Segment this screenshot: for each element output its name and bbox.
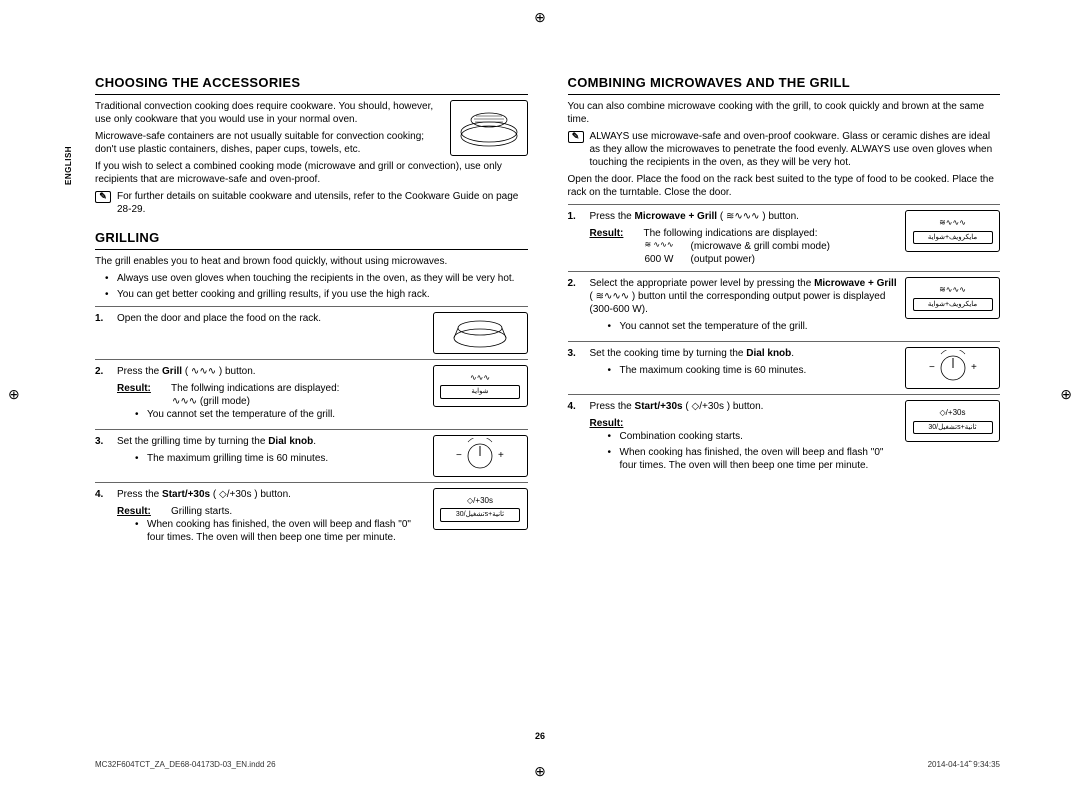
step-text: Set the grilling time by turning the Dia…: [117, 435, 427, 448]
svg-text:+: +: [971, 362, 977, 373]
right-column: COMBINING MICROWAVES AND THE GRILL You c…: [568, 75, 1001, 715]
footer-timestamp: 2014-04-14 ߱ 9:34:35: [928, 760, 1000, 770]
footer-file: MC32F604TCT_ZA_DE68-04173D-03_EN.indd 26: [95, 760, 276, 770]
heading-grilling: GRILLING: [95, 230, 528, 250]
display-power-level: ≋∿∿∿ مايكرويف+شواية: [905, 277, 1000, 319]
grill-step-1: 1. Open the door and place the food on t…: [95, 306, 528, 354]
step-bullet: You cannot set the temperature of the gr…: [620, 320, 900, 333]
step-text: Set the cooking time by turning the Dial…: [590, 347, 900, 360]
step-text: Press the Start/+30s ( ◇/+30s ) button.: [590, 400, 900, 413]
result-label: Result:: [590, 417, 638, 430]
step-number: 2.: [95, 365, 109, 424]
step-text: Select the appropriate power level by pr…: [590, 277, 900, 316]
note-icon: ✎: [95, 191, 111, 203]
step-number: 4.: [95, 488, 109, 547]
result-detail: (microwave & grill combi mode): [691, 240, 830, 253]
note-cookware: ✎ For further details on suitable cookwa…: [95, 190, 528, 216]
grilling-notes: Always use oven gloves when touching the…: [95, 272, 528, 301]
note-combining: ✎ ALWAYS use microwave-safe and oven-pro…: [568, 130, 1001, 169]
dial-illustration: − +: [905, 347, 1000, 389]
result-label: Result:: [117, 505, 165, 518]
step-bullet: Combination cooking starts.: [620, 430, 900, 443]
step-bullet: When cooking has finished, the oven will…: [147, 518, 427, 544]
page-number: 26: [535, 731, 545, 743]
grilling-intro: The grill enables you to heat and brown …: [95, 255, 528, 268]
svg-text:+: +: [498, 450, 504, 461]
display-start: ◇/+30s تشغيل/30s+ثانية: [905, 400, 1000, 442]
registration-mark-left: ⊕: [8, 385, 20, 403]
grill-step-2: 2. Press the Grill ( ∿∿∿ ) button. Resul…: [95, 359, 528, 424]
result-detail: ∿∿∿ (grill mode): [117, 395, 427, 408]
step-text: Press the Grill ( ∿∿∿ ) button.: [117, 365, 427, 378]
svg-text:−: −: [456, 450, 462, 461]
step-bullet: You cannot set the temperature of the gr…: [147, 408, 427, 421]
grilling-note-1: Always use oven gloves when touching the…: [117, 272, 528, 285]
footer: MC32F604TCT_ZA_DE68-04173D-03_EN.indd 26…: [95, 760, 1000, 770]
left-column: CHOOSING THE ACCESSORIES Traditional con…: [95, 75, 528, 715]
combi-step-4: 4. Press the Start/+30s ( ◇/+30s ) butto…: [568, 394, 1001, 475]
accessory-illustration: [450, 100, 528, 156]
registration-mark-right: ⊕: [1060, 385, 1072, 403]
accessories-p3: If you wish to select a combined cooking…: [95, 160, 528, 186]
grilling-note-2: You can get better cooking and grilling …: [117, 288, 528, 301]
step-number: 1.: [95, 312, 109, 354]
combi-step-2: 2. Select the appropriate power level by…: [568, 271, 1001, 336]
step-number: 3.: [95, 435, 109, 477]
display-grill-mode: ∿∿∿ شواية: [433, 365, 528, 407]
step-bullet: When cooking has finished, the oven will…: [620, 446, 900, 472]
note-text: ALWAYS use microwave-safe and oven-proof…: [590, 130, 1001, 169]
step-text: Press the Start/+30s ( ◇/+30s ) button.: [117, 488, 427, 501]
result-label: Result:: [117, 382, 165, 395]
combi-step-3: 3. Set the cooking time by turning the D…: [568, 341, 1001, 389]
result-text: The following indications are displayed:: [644, 227, 900, 240]
step-bullet: The maximum cooking time is 60 minutes.: [620, 364, 900, 377]
heading-combining: COMBINING MICROWAVES AND THE GRILL: [568, 75, 1001, 95]
grill-step-3: 3. Set the grilling time by turning the …: [95, 429, 528, 477]
step-text: Press the Microwave + Grill ( ≋∿∿∿ ) but…: [590, 210, 900, 223]
display-start: ◇/+30s تشغيل/30s+ثانية: [433, 488, 528, 530]
note-text: For further details on suitable cookware…: [117, 190, 528, 216]
dial-illustration: − +: [433, 435, 528, 477]
step-number: 4.: [568, 400, 582, 475]
language-label: ENGLISH: [64, 146, 74, 185]
svg-text:−: −: [929, 362, 935, 373]
result-label: Result:: [590, 227, 638, 240]
step-text: Open the door and place the food on the …: [117, 312, 427, 325]
power-label: (output power): [691, 253, 755, 266]
power-value: 600 W: [645, 253, 685, 266]
note-icon: ✎: [568, 131, 584, 143]
combi-step-1: 1. Press the Microwave + Grill ( ≋∿∿∿ ) …: [568, 204, 1001, 266]
combi-icon: ≋ ∿∿∿: [645, 240, 685, 253]
result-text: Grilling starts.: [171, 505, 427, 518]
combining-setup: Open the door. Place the food on the rac…: [568, 173, 1001, 199]
result-text: The follwing indications are displayed:: [171, 382, 427, 395]
rack-illustration: [433, 312, 528, 354]
display-combi-mode: ≋∿∿∿ مايكرويف+شواية: [905, 210, 1000, 252]
heading-accessories: CHOOSING THE ACCESSORIES: [95, 75, 528, 95]
step-number: 1.: [568, 210, 582, 266]
grill-step-4: 4. Press the Start/+30s ( ◇/+30s ) butto…: [95, 482, 528, 547]
registration-mark-top: ⊕: [534, 8, 546, 26]
content-columns: CHOOSING THE ACCESSORIES Traditional con…: [95, 75, 1000, 715]
step-number: 3.: [568, 347, 582, 389]
step-bullet: The maximum grilling time is 60 minutes.: [147, 452, 427, 465]
step-number: 2.: [568, 277, 582, 336]
combining-intro: You can also combine microwave cooking w…: [568, 100, 1001, 126]
